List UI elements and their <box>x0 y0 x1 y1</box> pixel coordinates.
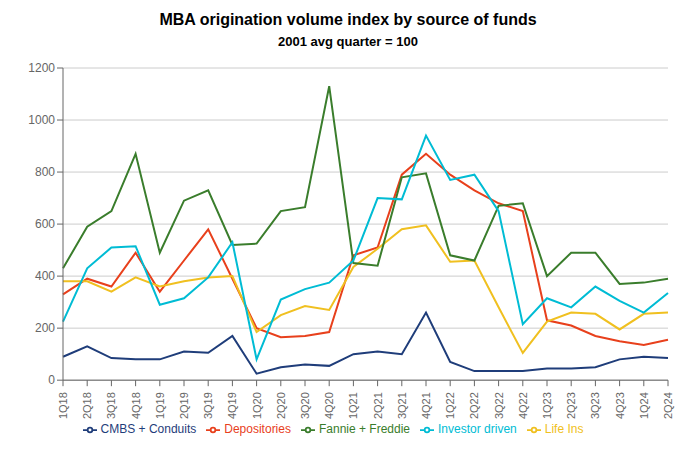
svg-text:2Q22: 2Q22 <box>468 392 480 419</box>
svg-text:2Q19: 2Q19 <box>178 392 190 419</box>
svg-text:4Q23: 4Q23 <box>614 392 626 419</box>
html-text:Fannie + Freddie: Fannie + Freddie <box>319 422 410 437</box>
html-text:2001 avg quarter = 100: 2001 avg quarter = 100 <box>278 34 418 49</box>
svg-text:3Q20: 3Q20 <box>299 392 311 419</box>
svg-text:0: 0 <box>48 373 55 387</box>
svg-text:2Q24: 2Q24 <box>662 392 674 419</box>
svg-text:3Q18: 3Q18 <box>105 392 117 419</box>
svg-text:3Q23: 3Q23 <box>589 392 601 419</box>
svg-text:3Q19: 3Q19 <box>202 392 214 419</box>
svg-text:200: 200 <box>35 321 55 335</box>
svg-text:2Q23: 2Q23 <box>565 392 577 419</box>
svg-text:4Q18: 4Q18 <box>130 392 142 419</box>
svg-text:1Q24: 1Q24 <box>638 392 650 419</box>
svg-text:4Q20: 4Q20 <box>323 392 335 419</box>
svg-text:1Q18: 1Q18 <box>57 392 69 419</box>
svg-text:2Q20: 2Q20 <box>275 392 287 419</box>
svg-text:1000: 1000 <box>28 113 55 127</box>
svg-text:3Q21: 3Q21 <box>396 392 408 419</box>
svg-text:400: 400 <box>35 269 55 283</box>
html-text:Depositories: Depositories <box>224 422 291 437</box>
svg-text:4Q19: 4Q19 <box>226 392 238 419</box>
svg-text:2Q21: 2Q21 <box>372 392 384 419</box>
svg-text:1Q21: 1Q21 <box>347 392 359 419</box>
html-text:Life Ins: Life Ins <box>544 422 584 437</box>
svg-text:600: 600 <box>35 217 55 231</box>
svg-text:3Q22: 3Q22 <box>493 392 505 419</box>
svg-text:1Q22: 1Q22 <box>444 392 456 419</box>
svg-text:1Q23: 1Q23 <box>541 392 553 419</box>
svg-text:4Q21: 4Q21 <box>420 392 432 419</box>
html-text:CMBS + Conduits: CMBS + Conduits <box>100 422 197 437</box>
svg-text:1Q20: 1Q20 <box>251 392 263 419</box>
svg-text:4Q22: 4Q22 <box>517 392 529 419</box>
svg-text:800: 800 <box>35 165 55 179</box>
html-text:Investor driven: Investor driven <box>438 422 517 437</box>
svg-text:1Q19: 1Q19 <box>154 392 166 419</box>
svg-text:1200: 1200 <box>28 61 55 75</box>
svg-text:2Q18: 2Q18 <box>81 392 93 419</box>
html-text:MBA origination volume index b: MBA origination volume index by source o… <box>159 11 537 28</box>
